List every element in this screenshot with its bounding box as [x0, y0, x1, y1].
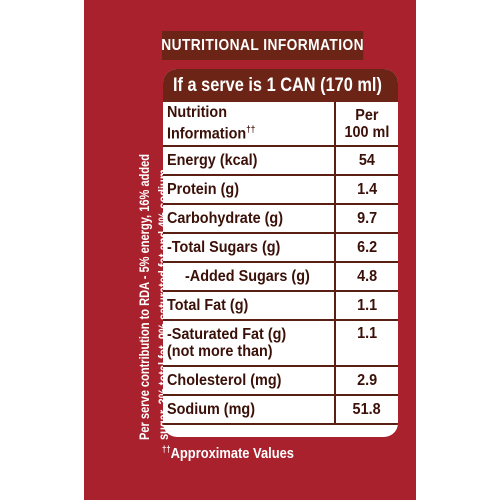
row-label: Protein (g) — [167, 180, 239, 198]
serve-size-text: If a serve is 1 CAN (170 ml) — [173, 74, 382, 96]
row-label: -Added Sugars (g) — [185, 267, 310, 285]
rda-line-1: Per serve contribution to RDA - 5% energ… — [137, 153, 152, 440]
row-value: 9.7 — [356, 209, 378, 227]
row-value: 1.4 — [356, 180, 378, 198]
row-value: 54 — [358, 151, 376, 169]
row-value: 6.2 — [356, 238, 378, 256]
footnote: ††Approximate Values — [162, 444, 315, 462]
nutrition-panel: If a serve is 1 CAN (170 ml) Nutrition In… — [163, 69, 398, 437]
row-label: Carbohydrate (g) — [167, 209, 284, 227]
row-label: Energy (kcal) — [167, 151, 258, 169]
row-label: Total Fat (g) — [167, 296, 249, 314]
table-row: Cholesterol (mg) 2.9 — [163, 365, 398, 396]
table-row: -Added Sugars (g) 4.8 — [163, 261, 398, 292]
row-value: 1.1 — [356, 325, 378, 342]
row-label: Cholesterol (mg) — [167, 371, 282, 389]
row-value: 4.8 — [356, 267, 378, 285]
table-row: Energy (kcal) 54 — [163, 145, 398, 176]
table-row: Total Fat (g) 1.1 — [163, 290, 398, 321]
row-value: 1.1 — [356, 296, 378, 314]
header-per-cell: Per 100 ml — [334, 102, 398, 147]
serve-size-header: If a serve is 1 CAN (170 ml) — [163, 69, 398, 102]
nutrition-banner: NUTRITIONAL INFORMATION — [161, 31, 365, 60]
row-value: 2.9 — [356, 371, 378, 389]
footnote-mark: †† — [162, 444, 171, 454]
table-row: -Saturated Fat (g) (not more than) 1.1 — [163, 319, 398, 367]
row-label: Sodium (mg) — [167, 400, 255, 418]
row-label: -Total Sugars (g) — [167, 238, 281, 256]
row-value: 51.8 — [352, 400, 382, 418]
footnote-text: Approximate Values — [170, 445, 294, 462]
banner-title: NUTRITIONAL INFORMATION — [161, 36, 365, 54]
table-row: Sodium (mg) 51.8 — [163, 394, 398, 425]
table-header-row: Nutrition Information†† Per 100 ml — [163, 102, 398, 147]
table-row: Protein (g) 1.4 — [163, 174, 398, 205]
header-nutrient-cell: Nutrition Information†† — [163, 102, 336, 147]
table-row: -Total Sugars (g) 6.2 — [163, 232, 398, 263]
table-row: Carbohydrate (g) 9.7 — [163, 203, 398, 234]
nutrition-table: Nutrition Information†† Per 100 ml Energy … — [163, 102, 398, 425]
row-label: -Saturated Fat (g) (not more than) — [167, 326, 287, 360]
